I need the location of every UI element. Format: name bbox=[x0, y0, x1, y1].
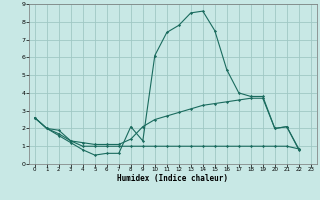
X-axis label: Humidex (Indice chaleur): Humidex (Indice chaleur) bbox=[117, 174, 228, 183]
